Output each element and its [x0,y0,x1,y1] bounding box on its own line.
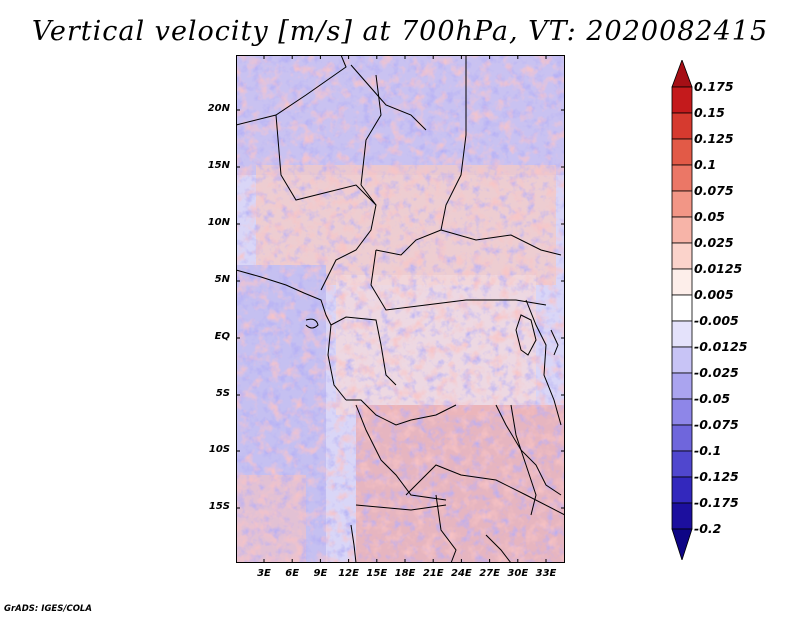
country-borders [236,55,565,563]
colorbar-segment [671,86,693,114]
colorbar-segment [671,346,693,374]
colorbar-segment [671,294,693,322]
lat-label: 15N [207,160,230,171]
field-region-south [356,405,565,563]
lon-label: 27E [479,568,500,579]
colorbar-label: -0.05 [694,391,731,406]
colorbar-segment [671,372,693,400]
lon-label: 30E [507,568,529,579]
lon-label: 21E [422,568,444,579]
field-region-congo [336,275,536,415]
colorbar-label: 0.1 [694,157,717,172]
chart-title: Vertical velocity [m/s] at 700hPa, VT: 2… [31,16,769,47]
lon-label: 9E [313,568,328,579]
colorbar-segment [671,112,693,140]
colorbar-top-arrow [671,60,693,88]
colorbar-segment [671,424,693,452]
colorbar-segment [671,320,693,348]
colorbar-label: 0.0125 [694,261,743,276]
colorbar-label: 0.15 [694,105,725,120]
lon-label: 15E [366,568,388,579]
colorbar-label: 0.125 [694,131,734,146]
colorbar-segment [671,502,693,530]
lon-label: 33E [535,568,557,579]
colorbar-label: -0.175 [694,495,739,510]
colorbar-label: -0.025 [694,365,739,380]
colorbar-segment [671,398,693,426]
colorbar-label: -0.075 [694,417,739,432]
lat-label: 15S [208,501,230,512]
colorbar-label: 0.175 [694,79,734,94]
lon-label: 24E [451,568,472,579]
lat-label: 20N [207,103,230,114]
colorbar-label: -0.1 [694,443,722,458]
colorbar-label: -0.125 [694,469,739,484]
colorbar-segment [671,450,693,478]
colorbar-label: -0.0125 [694,339,748,354]
lon-label: 12E [338,568,359,579]
lat-label: 5S [215,388,230,399]
grads-credit: GrADS: IGES/COLA [4,604,92,614]
lon-label: 6E [285,568,300,579]
colorbar-segment [671,190,693,218]
colorbar-segment [671,164,693,192]
colorbar-segment [671,242,693,270]
colorbar-segment [671,138,693,166]
colorbar-label: 0.005 [694,287,734,302]
lon-label: 18E [394,568,416,579]
colorbar [671,60,693,560]
field-region-southwest [236,475,306,563]
colorbar-label: 0.025 [694,235,734,250]
field-region-north [236,55,565,175]
colorbar-label: -0.2 [694,521,722,536]
colorbar-segment [671,476,693,504]
map-frame [236,55,565,563]
lon-label: 3E [257,568,271,579]
colorbar-segment [671,216,693,244]
lat-label: 10S [208,444,230,455]
lat-label: 5N [214,274,230,285]
colorbar-label: -0.005 [694,313,739,328]
lat-label: 10N [207,217,230,228]
colorbar-bottom-arrow [671,528,693,560]
colorbar-label: 0.05 [694,209,725,224]
lat-label: EQ [214,331,230,342]
colorbar-label: 0.075 [694,183,734,198]
map-panel [236,55,565,563]
colorbar-segment [671,268,693,296]
